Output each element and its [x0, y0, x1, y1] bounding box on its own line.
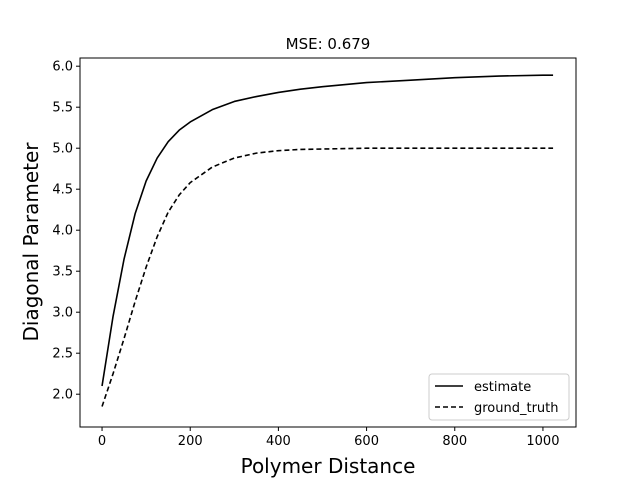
series-line-estimate [101, 74, 554, 387]
y-tick-label: 5.5 [52, 101, 73, 116]
y-tick-label: 2.0 [52, 388, 73, 403]
y-tick-label: 6.0 [52, 60, 73, 75]
y-tick-label: 4.5 [52, 183, 73, 198]
axis-ticks: 0 200 400 600 800 1000 2.0 2.5 3.0 3.5 4.0 4.5 5.0 5.… [52, 60, 559, 449]
x-tick-label: 400 [266, 434, 291, 449]
chart-title: MSE: 0.679 [286, 35, 371, 53]
x-tick-label: 0 [98, 434, 106, 449]
legend-label-estimate: estimate [474, 380, 531, 395]
series-lines [101, 74, 554, 407]
x-tick-label: 1000 [526, 434, 559, 449]
x-axis-label: Polymer Distance [241, 454, 416, 478]
plot-area-frame [79, 57, 577, 428]
x-tick-label: 200 [178, 434, 203, 449]
x-tick-label: 600 [354, 434, 379, 449]
y-tick-label: 5.0 [52, 142, 73, 157]
series-line-ground-truth [101, 147, 554, 407]
x-tick-label: 800 [442, 434, 467, 449]
legend-box [428, 373, 570, 421]
y-tick-label: 4.0 [52, 224, 73, 239]
legend-label-ground-truth: ground_truth [474, 401, 559, 416]
y-tick-label: 3.5 [52, 265, 73, 280]
y-axis-label: Diagonal Parameter [19, 142, 43, 342]
y-tick-label: 3.0 [52, 306, 73, 321]
legend: estimate ground_truth [428, 373, 570, 421]
y-tick-label: 2.5 [52, 347, 73, 362]
